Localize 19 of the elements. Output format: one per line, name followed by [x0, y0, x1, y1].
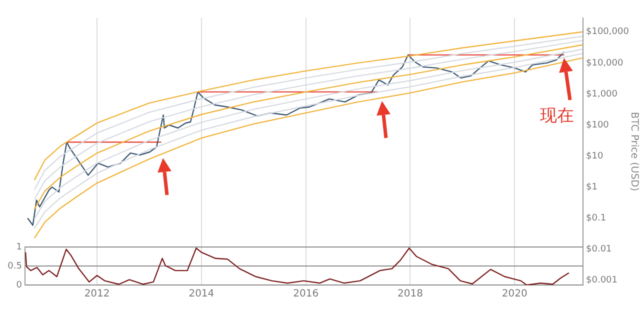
- y-tick-label: $10: [586, 151, 604, 162]
- annotation: 现在: [540, 105, 574, 127]
- y-tick-label: 0.5: [8, 261, 22, 272]
- y-tick-label: 1: [16, 242, 22, 252]
- y-tick-label: $100: [586, 120, 610, 130]
- x-tick-label: 2018: [397, 288, 423, 300]
- y-tick-label: $0.01: [586, 244, 612, 254]
- y-tick-label: $0.001: [586, 276, 618, 286]
- y-tick-label: $10,000: [586, 58, 624, 68]
- y-tick-label: $1: [586, 182, 598, 192]
- x-tick-label: 2014: [188, 288, 214, 300]
- x-tick-label: 2016: [293, 288, 319, 300]
- y-tick-label: $100,000: [586, 27, 630, 38]
- y-axis-title: BTC Price (USD): [628, 112, 640, 192]
- x-tick-label: 2012: [84, 288, 110, 300]
- y-tick-label: 0: [16, 280, 22, 290]
- y-tick-label: $0.1: [586, 213, 606, 224]
- x-tick-label: 2020: [502, 288, 528, 300]
- y-tick-label: $1,000: [586, 89, 618, 100]
